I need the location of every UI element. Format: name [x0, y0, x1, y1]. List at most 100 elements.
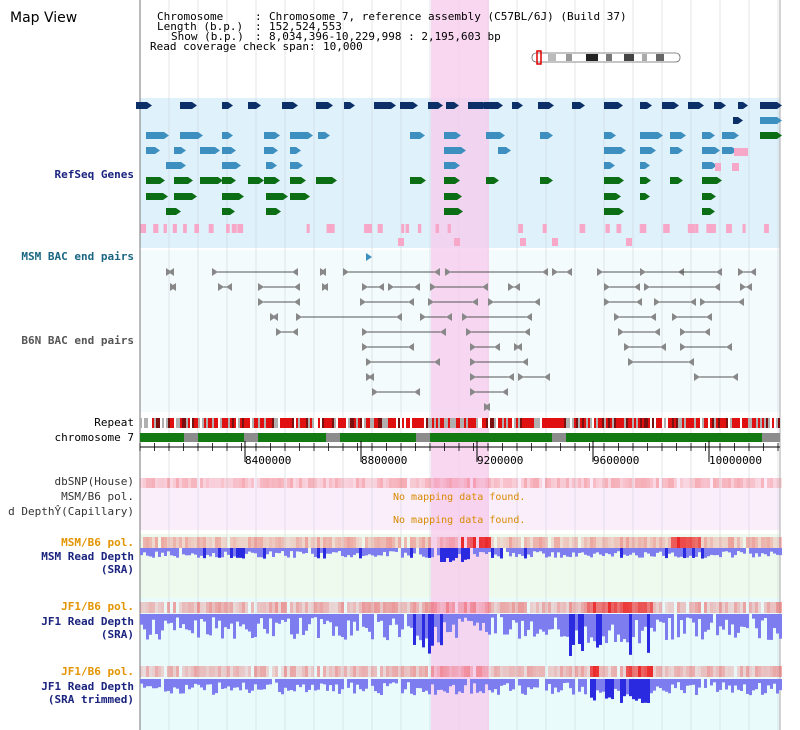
polymorphism-cell [251, 478, 254, 488]
repeat-segment [724, 418, 726, 428]
polymorphism-cell [359, 602, 362, 613]
read-depth-bar [566, 614, 569, 637]
polymorphism-cell [449, 478, 452, 488]
polymorphism-cell [671, 666, 674, 677]
repeat-segment [200, 418, 202, 428]
repeat-segment [410, 418, 412, 428]
repeat-segment [440, 418, 442, 428]
bac-end-marker [522, 358, 528, 366]
read-depth-bar [602, 614, 605, 637]
repeat-segment [376, 418, 378, 428]
read-depth-bar [218, 679, 221, 683]
read-depth-bar [254, 679, 257, 685]
pink-feature [715, 163, 721, 171]
polymorphism-cell [308, 537, 311, 548]
read-depth-bar [257, 614, 260, 624]
repeat-segment [582, 418, 584, 428]
polymorphism-cell [263, 666, 266, 677]
bac-end-marker [472, 298, 478, 306]
gene-arrow [174, 147, 186, 154]
polymorphism-cell [383, 537, 386, 548]
pink-feature [518, 224, 524, 233]
polymorphism-cell [179, 478, 182, 488]
pink-feature [689, 224, 695, 233]
polymorphism-cell [737, 602, 740, 613]
polymorphism-cell [662, 478, 665, 488]
read-depth-bar [254, 614, 257, 637]
read-depth-bar [443, 679, 446, 692]
polymorphism-cell [380, 478, 383, 488]
polymorphism-cell [464, 602, 467, 613]
gene-arrow [444, 193, 462, 200]
polymorphism-cell [575, 666, 578, 677]
polymorphism-cell [608, 666, 611, 677]
read-depth-bar [530, 548, 533, 558]
repeat-segment [422, 418, 424, 428]
gene-arrow [512, 102, 523, 109]
read-depth-bar [275, 614, 278, 623]
polymorphism-cell [407, 537, 410, 548]
read-depth-bar [218, 548, 221, 558]
read-depth-bar [437, 614, 440, 643]
polymorphism-cell [182, 537, 185, 548]
repeat-segment [504, 418, 506, 428]
polymorphism-cell [245, 666, 248, 677]
polymorphism-cell [749, 478, 752, 488]
polymorphism-cell [374, 478, 377, 488]
read-depth-bar [656, 614, 659, 620]
repeat-segment [250, 418, 252, 428]
polymorphism-cell [152, 478, 155, 488]
polymorphism-cell [503, 602, 506, 613]
polymorphism-cell [548, 478, 551, 488]
read-depth-bar [356, 614, 359, 631]
read-depth-bar [179, 679, 182, 694]
repeat-segment [146, 418, 148, 428]
repeat-segment [604, 418, 606, 428]
read-depth-bar [578, 614, 581, 644]
repeat-segment [700, 418, 702, 428]
polymorphism-cell [722, 666, 725, 677]
pink-feature [734, 148, 748, 156]
polymorphism-cell [749, 537, 752, 548]
polymorphism-cell [248, 478, 251, 488]
gene-arrow [640, 193, 650, 200]
read-depth-bar [293, 679, 296, 692]
repeat-segment [638, 418, 640, 428]
polymorphism-cell [779, 537, 782, 548]
polymorphism-cell [503, 478, 506, 488]
polymorphism-cell [482, 602, 485, 613]
read-depth-bar [356, 548, 359, 554]
polymorphism-cell [323, 478, 326, 488]
polymorphism-cell [692, 666, 695, 677]
polymorphism-cell [452, 537, 455, 548]
polymorphism-cell [641, 602, 644, 613]
repeat-segment [686, 418, 688, 428]
polymorphism-cell [623, 537, 626, 548]
polymorphism-cell [581, 666, 584, 677]
polymorphism-cell [731, 602, 734, 613]
read-depth-bar [305, 548, 308, 553]
bac-end-marker [654, 298, 660, 306]
polymorphism-cell [332, 666, 335, 677]
repeat-segment [442, 418, 444, 428]
gene-arrow [222, 208, 235, 215]
read-depth-bar [632, 679, 635, 700]
read-depth-bar [263, 679, 266, 690]
repeat-segment [210, 418, 212, 428]
bac-end-marker [420, 313, 426, 321]
polymorphism-cell [143, 478, 146, 488]
read-depth-bar [374, 679, 377, 692]
polymorphism-cell [716, 602, 719, 613]
read-depth-bar [695, 679, 698, 695]
repeat-segment [298, 418, 300, 428]
chromosome-gap [244, 433, 258, 442]
polymorphism-cell [752, 537, 755, 548]
read-depth-bar [347, 548, 350, 556]
repeat-segment [698, 418, 700, 428]
repeat-segment [758, 418, 760, 428]
polymorphism-cell [755, 478, 758, 488]
polymorphism-cell [290, 602, 293, 613]
read-depth-bar [554, 548, 557, 558]
polymorphism-cell [269, 537, 272, 548]
